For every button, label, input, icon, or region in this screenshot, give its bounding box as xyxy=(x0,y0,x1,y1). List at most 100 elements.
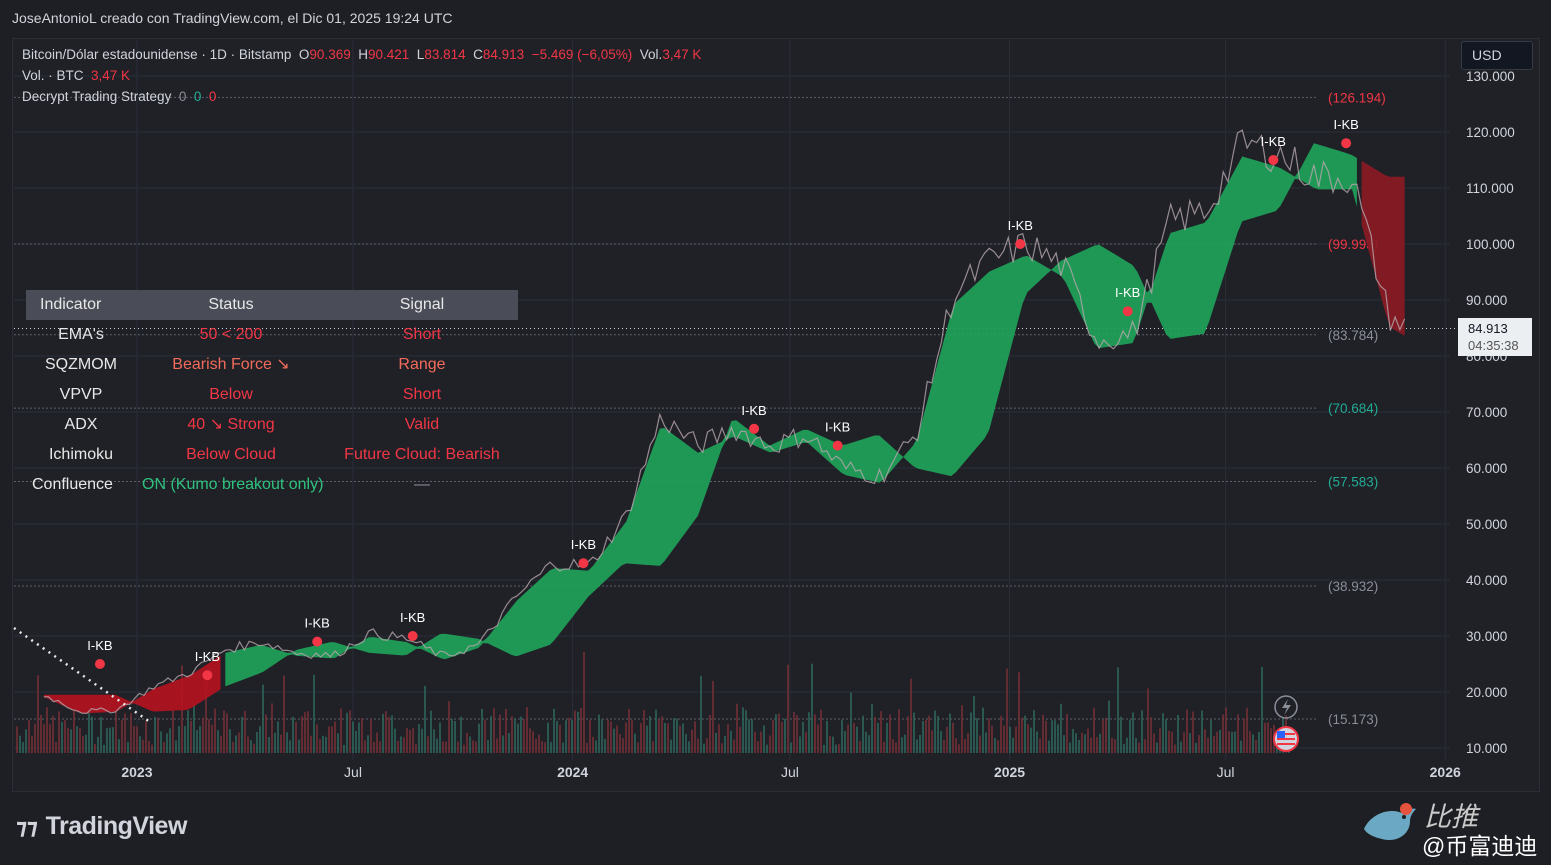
volume-bar xyxy=(658,719,660,753)
legend-symbol[interactable]: Bitcoin/Dólar estadounidense · 1D · Bits… xyxy=(22,47,292,62)
price-level-label: (57.583) xyxy=(1328,475,1378,490)
volume-bar xyxy=(1126,737,1128,753)
volume-bar xyxy=(745,710,747,753)
volume-bar xyxy=(913,712,915,753)
volume-bar xyxy=(469,736,471,753)
volume-bar xyxy=(1225,707,1227,753)
volume-bar xyxy=(103,744,105,753)
volume-bar xyxy=(391,715,393,753)
volume-bar xyxy=(829,736,831,753)
volume-bar xyxy=(1228,731,1230,753)
marker-label: I-KB xyxy=(400,610,425,625)
volume-bar xyxy=(397,740,399,753)
lightning-icon[interactable] xyxy=(1274,695,1298,719)
volume-bar xyxy=(340,708,342,753)
volume-bar xyxy=(1138,742,1140,753)
volume-bar xyxy=(871,703,873,753)
volume-bars xyxy=(16,651,1290,753)
row-indicator: VPVP xyxy=(59,386,103,403)
volume-bar xyxy=(259,726,261,753)
price-level-label: (70.684) xyxy=(1328,401,1378,416)
table-row: EMA's 50 < 200 Short xyxy=(26,320,518,350)
y-tick-label: 50.000 xyxy=(1466,517,1507,532)
sell-marker xyxy=(749,423,760,434)
volume-bar xyxy=(1252,734,1254,753)
row-signal: Future Cloud: Bearish xyxy=(344,446,500,463)
row-signal: Short xyxy=(402,386,442,403)
marker-label: I-KB xyxy=(1008,218,1033,233)
volume-bar xyxy=(388,716,390,753)
volume-bar xyxy=(751,719,753,753)
legend-strategy-label[interactable]: Decrypt Trading Strategy xyxy=(22,89,172,104)
volume-bar xyxy=(1264,722,1266,753)
volume-bar xyxy=(1054,720,1056,753)
volume-bar xyxy=(688,741,690,753)
volume-bar xyxy=(142,739,144,753)
volume-bar xyxy=(925,719,927,753)
volume-bar xyxy=(1201,710,1203,753)
currency-button[interactable]: USD xyxy=(1461,41,1533,70)
volume-bar xyxy=(904,734,906,753)
volume-bar xyxy=(577,711,579,753)
volume-bar xyxy=(640,722,642,753)
volume-bar xyxy=(1114,739,1116,753)
volume-bar xyxy=(88,708,90,753)
volume-bar xyxy=(1105,717,1107,753)
volume-bar xyxy=(121,719,123,753)
legend-vol-btc-value: 3,47 K xyxy=(91,68,131,83)
volume-bar xyxy=(1063,735,1065,753)
volume-bar xyxy=(1102,719,1104,753)
volume-bar xyxy=(892,739,894,753)
x-tick-label: 2024 xyxy=(557,764,588,780)
tradingview-logo[interactable]: ⁊⁊ TradingView xyxy=(16,812,187,841)
volume-bar xyxy=(310,735,312,753)
volume-bar xyxy=(691,729,693,753)
volume-bar xyxy=(319,739,321,753)
volume-bar xyxy=(616,725,618,753)
row-status: Bearish Force ↘ xyxy=(172,356,290,373)
legend-vol-btc-label[interactable]: Vol. · BTC xyxy=(22,68,84,83)
volume-bar xyxy=(61,722,63,753)
y-tick-label: 10.000 xyxy=(1466,741,1507,756)
volume-bar xyxy=(31,736,33,753)
volume-bar xyxy=(724,735,726,753)
volume-bar xyxy=(262,684,264,753)
volume-bar xyxy=(1246,707,1248,753)
price-line xyxy=(43,129,1406,715)
row-indicator: EMA's xyxy=(58,326,104,343)
volume-bar xyxy=(184,726,186,753)
volume-bar xyxy=(619,733,621,753)
volume-bar xyxy=(241,716,243,753)
volume-bar xyxy=(1039,738,1041,753)
volume-bar xyxy=(34,723,36,753)
volume-bar xyxy=(847,724,849,753)
volume-bar xyxy=(979,735,981,753)
us-flag-icon[interactable] xyxy=(1273,726,1299,752)
volume-bar xyxy=(1237,714,1239,753)
volume-bar xyxy=(1156,742,1158,753)
volume-bar xyxy=(313,674,315,753)
volume-bar xyxy=(130,713,132,753)
volume-bar xyxy=(415,743,417,753)
volume-bar xyxy=(76,726,78,753)
volume-bar xyxy=(523,718,525,753)
volume-bar xyxy=(754,731,756,753)
volume-bar xyxy=(145,721,147,753)
volume-bar xyxy=(931,730,933,753)
volume-bar xyxy=(718,724,720,753)
volume-bar xyxy=(400,736,402,753)
volume-bar xyxy=(628,709,630,753)
volume-bar xyxy=(1255,740,1257,753)
volume-bar xyxy=(1060,703,1062,753)
volume-bar xyxy=(937,715,939,753)
y-tick-label: 120.000 xyxy=(1466,125,1515,140)
sell-marker xyxy=(1341,138,1352,149)
legend-strategy-v3: 0 xyxy=(208,89,217,104)
volume-bar xyxy=(322,735,324,753)
row-status: Below xyxy=(209,386,253,403)
volume-bar xyxy=(1207,737,1209,753)
marker-label: I-KB xyxy=(1261,134,1286,149)
tradingview-mark-icon: ⁊⁊ xyxy=(16,814,38,839)
volume-bar xyxy=(1147,688,1149,753)
